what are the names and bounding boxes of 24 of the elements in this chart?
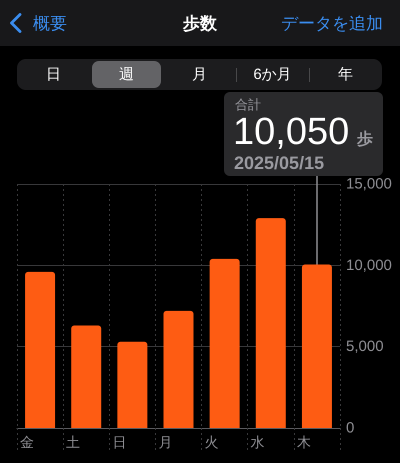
x-tick-label: 水 [250,434,265,450]
callout-card: 合計 10,050 歩 2025/05/15 [224,92,383,176]
text: 概要 [33,14,67,34]
y-tick-label: 15,000 [346,176,392,192]
y-tick-label: 0 [346,420,354,436]
x-tick-label: 木 [296,434,311,450]
x-tick-label: 金 [20,434,34,450]
x-tick-label: 土 [66,434,80,450]
x-tick-label: 月 [158,434,172,450]
y-tick-label: 10,000 [346,256,392,274]
text: データを追加 [281,14,383,34]
bar [302,264,332,428]
x-tick-label: 日 [112,434,126,450]
bar [164,310,194,428]
y-tick-label: 5,000 [346,338,384,356]
bar [25,272,56,428]
bar [210,258,240,428]
x-tick-label: 火 [204,434,219,450]
bar [71,326,102,428]
annotation: 10,050 歩 [233,111,374,153]
bar [117,342,148,428]
segmented-control: 日 週 月 6か月 年 [17,59,382,90]
bar [256,218,286,428]
chart-title: 歩数 [182,14,218,34]
